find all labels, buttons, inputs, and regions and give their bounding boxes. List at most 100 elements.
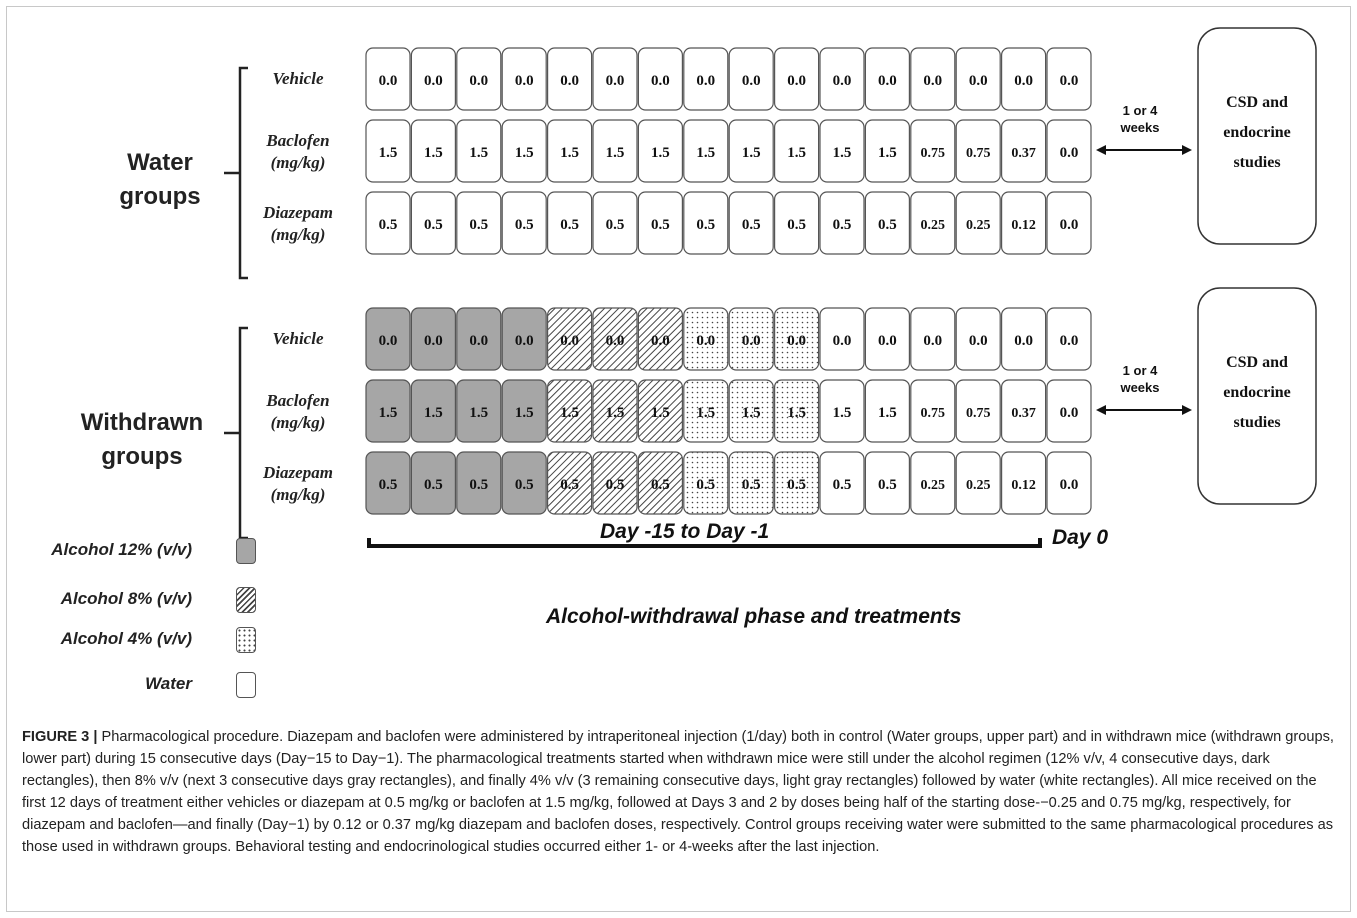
row-label-line: Diazepam xyxy=(263,463,333,482)
dose-value: 1.5 xyxy=(515,405,534,421)
dose-value: 1.5 xyxy=(787,145,806,161)
row-label: Baclofen (mg/kg) xyxy=(228,130,368,174)
dose-cell xyxy=(955,307,1001,371)
dose-cell xyxy=(365,307,411,371)
dose-value: 0.0 xyxy=(560,73,579,89)
dose-value: 0.0 xyxy=(379,333,398,349)
gap-label-line: weeks xyxy=(1120,120,1160,135)
dose-value: 0.5 xyxy=(606,217,625,233)
dose-value: 0.5 xyxy=(379,477,398,493)
dose-value: 1.5 xyxy=(469,145,488,161)
dose-value: 1.5 xyxy=(878,405,897,421)
dose-value: 0.37 xyxy=(1011,406,1036,421)
dose-value: 0.0 xyxy=(696,73,715,89)
dose-cell xyxy=(955,379,1001,443)
dose-cell xyxy=(683,191,729,255)
dose-value: 0.5 xyxy=(560,477,579,493)
study-box-line: endocrine xyxy=(1223,384,1291,401)
dose-cell xyxy=(456,379,502,443)
dose-value: 0.5 xyxy=(651,477,670,493)
gap-label-line: 1 or 4 xyxy=(1122,103,1158,118)
dose-cell xyxy=(546,451,593,515)
dose-cell xyxy=(1046,47,1092,111)
row-label-line: (mg/kg) xyxy=(270,153,326,172)
dose-cell xyxy=(410,191,456,255)
dose-value: 0.5 xyxy=(742,477,761,493)
dose-value: 0.0 xyxy=(1060,477,1079,493)
dose-cell xyxy=(1046,451,1092,515)
dose-cell xyxy=(773,451,820,515)
row-label: Baclofen (mg/kg) xyxy=(228,390,368,434)
dose-value: 1.5 xyxy=(469,405,488,421)
dose-cell xyxy=(501,119,547,183)
dose-value: 0.0 xyxy=(1060,217,1079,233)
dose-value: 0.75 xyxy=(921,146,946,161)
dose-cell xyxy=(365,47,411,111)
dose-value: 0.0 xyxy=(969,333,988,349)
dose-value: 0.0 xyxy=(833,73,852,89)
dose-value: 0.75 xyxy=(966,406,991,421)
row-label: Diazepam (mg/kg) xyxy=(228,202,368,246)
dose-cell xyxy=(365,379,411,443)
study-box-label: CSD and endocrine studies xyxy=(1197,88,1317,178)
dose-cell xyxy=(683,119,729,183)
dose-cell xyxy=(1000,191,1047,255)
dose-value: 0.25 xyxy=(921,218,946,233)
dose-value: 1.5 xyxy=(696,405,715,421)
dose-value: 0.0 xyxy=(923,73,942,89)
dose-cell xyxy=(955,191,1001,255)
dose-cell xyxy=(683,47,729,111)
dose-value: 0.5 xyxy=(878,217,897,233)
dose-cell xyxy=(592,307,638,371)
dose-cell xyxy=(456,119,502,183)
study-box-label: CSD and endocrine studies xyxy=(1197,348,1317,438)
dose-cell xyxy=(501,307,547,371)
dose-cell xyxy=(910,191,956,255)
dose-cell xyxy=(456,451,502,515)
dose-cell xyxy=(728,191,774,255)
dose-value: 1.5 xyxy=(606,405,625,421)
timeline-end-label: Day 0 xyxy=(1052,526,1109,549)
dose-cell xyxy=(819,451,865,515)
dose-cell xyxy=(955,47,1001,111)
dose-cell xyxy=(501,379,547,443)
dose-value: 0.0 xyxy=(424,73,443,89)
dose-cell xyxy=(819,119,865,183)
dose-cell xyxy=(683,379,729,443)
gap-label-line: 1 or 4 xyxy=(1122,363,1158,378)
dose-value: 0.5 xyxy=(469,477,488,493)
dose-cell xyxy=(637,307,684,371)
dose-cell xyxy=(592,379,638,443)
dose-value: 0.5 xyxy=(560,217,579,233)
dose-cell xyxy=(456,47,502,111)
dose-cell xyxy=(456,191,502,255)
dose-cell xyxy=(1000,451,1047,515)
study-box-line: endocrine xyxy=(1223,124,1291,141)
dose-cell xyxy=(637,379,684,443)
legend-label: Water xyxy=(145,674,192,693)
dose-cell xyxy=(773,379,820,443)
study-box-line: studies xyxy=(1233,414,1281,431)
dose-value: 0.0 xyxy=(379,73,398,89)
row-label: Vehicle xyxy=(228,328,368,350)
dose-value: 0.0 xyxy=(742,333,761,349)
dose-value: 1.5 xyxy=(424,145,443,161)
dose-value: 1.5 xyxy=(515,145,534,161)
row-label-line: Vehicle xyxy=(272,329,324,348)
row-label-line: Baclofen xyxy=(266,131,330,150)
dose-cell xyxy=(410,379,456,443)
legend-swatch xyxy=(236,538,256,564)
timeline-range-label: Day -15 to Day -1 xyxy=(600,520,770,543)
dose-value: 0.0 xyxy=(1060,333,1079,349)
dose-value: 0.0 xyxy=(515,73,534,89)
dose-value: 1.5 xyxy=(878,145,897,161)
dose-cell xyxy=(410,119,456,183)
row-label-line: Vehicle xyxy=(272,69,324,88)
dose-value: 0.5 xyxy=(787,217,806,233)
dose-cell xyxy=(864,451,911,515)
dose-value: 1.5 xyxy=(651,145,670,161)
dose-value: 1.5 xyxy=(742,145,761,161)
dose-cell xyxy=(1046,119,1092,183)
dose-cell xyxy=(592,191,638,255)
dose-value: 0.5 xyxy=(515,217,534,233)
